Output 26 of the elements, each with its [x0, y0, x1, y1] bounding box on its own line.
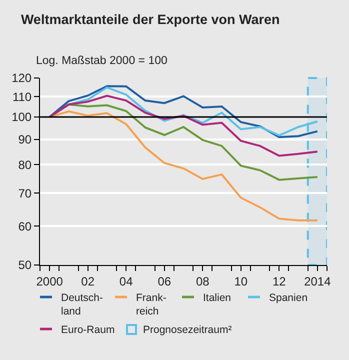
y-tick-label: 90: [18, 132, 32, 147]
x-tick-label: 2000: [36, 274, 64, 288]
chart-title: Weltmarktanteile der Exporte von Waren: [20, 12, 280, 27]
x-tick-label: 2014: [304, 274, 332, 288]
legend-label: Frank- reich: [136, 292, 167, 318]
line-series: [48, 110, 318, 222]
line-series: [48, 94, 318, 157]
y-tick-label: 110: [12, 90, 32, 104]
y-tick-label: 50: [18, 258, 32, 272]
y-tick-label: 100: [12, 110, 32, 124]
legend-label: Prognosezeitraum²: [143, 324, 232, 336]
legend-label: Italien: [203, 292, 232, 304]
x-tick-label: 12: [272, 274, 286, 288]
x-tick-label: 06: [158, 274, 172, 288]
x-tick-label: 04: [119, 274, 134, 288]
y-tick-label: 80: [18, 158, 32, 172]
y-tick-label: 70: [18, 186, 32, 200]
x-tick-label: 10: [234, 274, 248, 288]
y-tick-label: 120: [12, 71, 32, 86]
legend-label: Deutsch- land: [61, 292, 104, 318]
chart-subtitle: Log. Maßstab 2000 = 100: [36, 55, 168, 67]
y-tick-label: 60: [18, 219, 32, 234]
legend-label: Euro-Raum: [61, 324, 115, 336]
x-tick-label: 02: [81, 274, 95, 288]
legend-label: Spanien: [269, 292, 308, 304]
x-tick-label: 08: [196, 274, 210, 288]
